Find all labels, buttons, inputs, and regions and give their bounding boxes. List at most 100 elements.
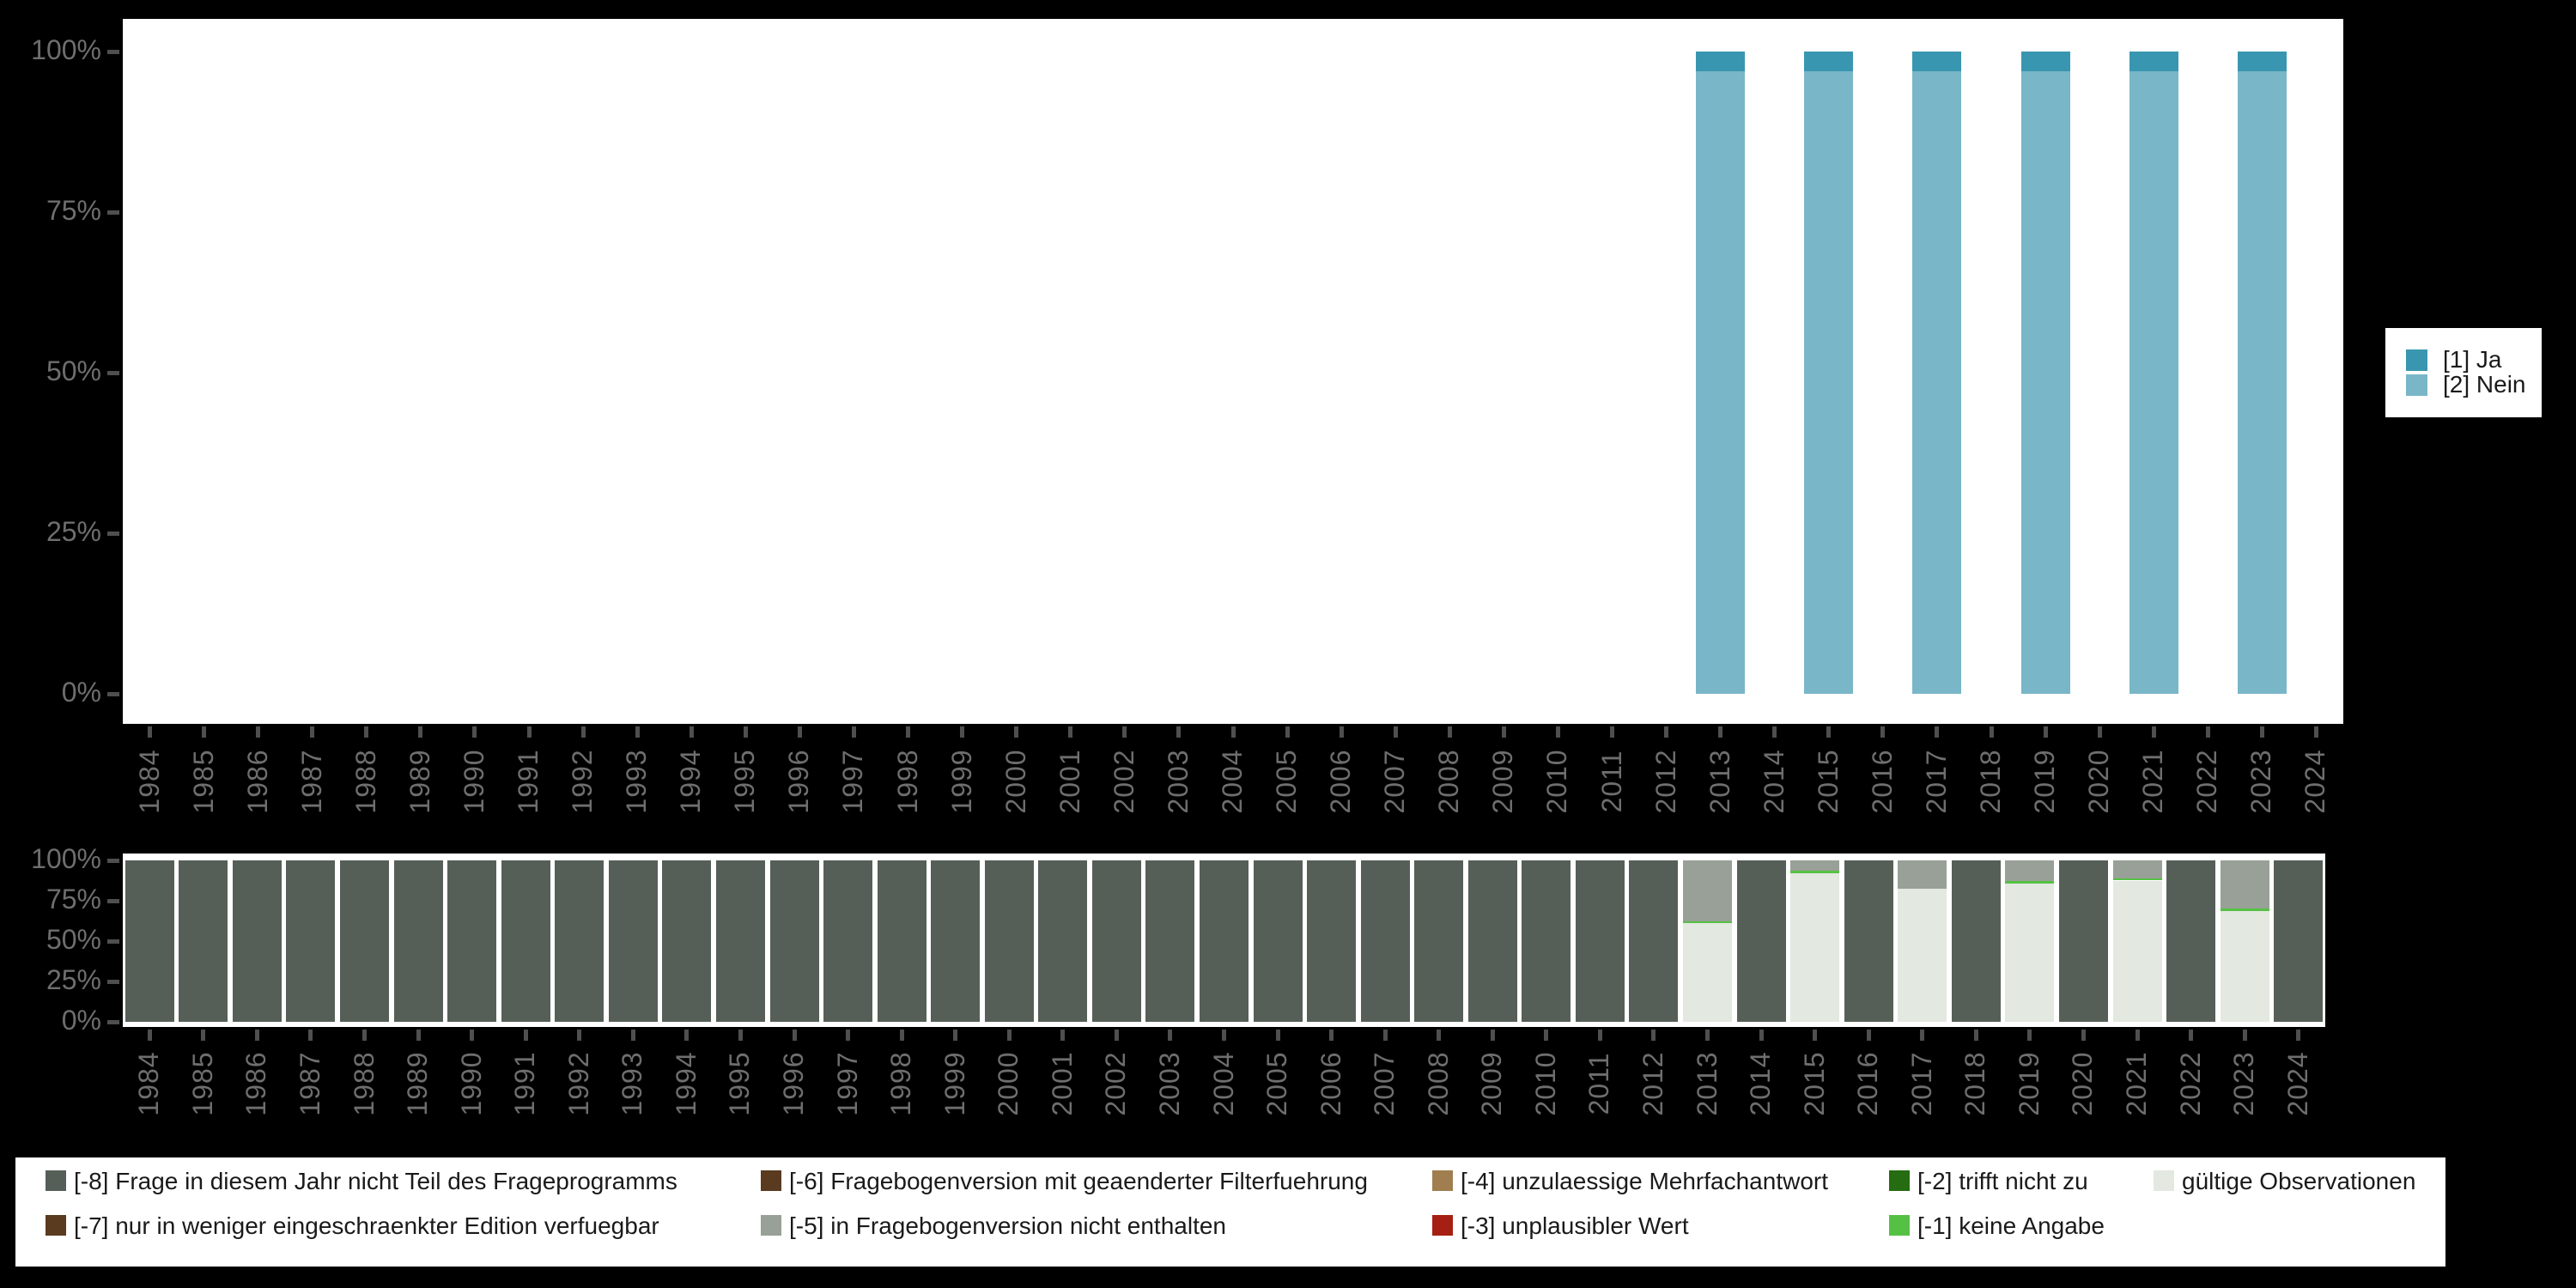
missing-legend-swatch--6-icon — [761, 1170, 781, 1191]
bar-segment-2015--1 — [1790, 871, 1840, 874]
x-tick-mark — [310, 726, 315, 738]
bar-segment-2007--8 — [1360, 860, 1410, 1022]
x-tick-mark — [743, 726, 748, 738]
x-tick-mark — [1501, 726, 1506, 738]
x-tick-mark — [470, 1030, 475, 1041]
bar-segment-2023-ja — [2237, 52, 2287, 72]
bar-segment-1986--8 — [232, 860, 282, 1022]
x-tick-label: 2018 — [1959, 1051, 1991, 1116]
y-tick-label: 100% — [31, 34, 101, 65]
x-tick-mark — [960, 726, 965, 738]
x-tick-mark — [953, 1030, 958, 1041]
y-tick-label: 0% — [61, 1005, 101, 1036]
bar-segment-2017-ja — [1912, 52, 1962, 72]
nein-swatch-icon — [2406, 374, 2427, 396]
x-tick-label: 2005 — [1261, 1051, 1293, 1116]
x-tick-label: 1990 — [455, 1051, 487, 1116]
x-tick-label: 2017 — [1905, 1051, 1937, 1116]
bar-segment-2013--1 — [1683, 920, 1733, 924]
bar-segment-1995--8 — [715, 860, 765, 1022]
x-tick-label: 1997 — [831, 1051, 863, 1116]
x-tick-label: 2023 — [2245, 749, 2277, 814]
bar-segment-2023-valid — [2220, 911, 2269, 1022]
x-tick-mark — [899, 1030, 904, 1041]
bar-segment-1984--8 — [125, 860, 174, 1022]
x-tick-mark — [1664, 726, 1669, 738]
x-tick-mark — [148, 726, 153, 738]
bar-segment-2015-nein — [1804, 71, 1854, 694]
top-chart-panel — [123, 19, 2343, 724]
x-tick-label: 1991 — [513, 749, 544, 814]
x-tick-mark — [630, 1030, 635, 1041]
bar-segment-2019--5 — [2005, 860, 2055, 882]
bar-segment-2005--8 — [1253, 860, 1303, 1022]
x-tick-mark — [1122, 726, 1127, 738]
x-tick-label: 1990 — [458, 749, 489, 814]
missing-legend-label--7: [-7] nur in weniger eingeschraenkter Edi… — [74, 1212, 659, 1239]
bar-segment-2021--1 — [2112, 878, 2162, 881]
x-tick-mark — [1610, 726, 1614, 738]
missing-legend-swatch--1-icon — [1889, 1215, 1910, 1236]
x-tick-label: 2021 — [2137, 749, 2169, 814]
x-tick-mark — [738, 1030, 743, 1041]
x-tick-label: 2012 — [1649, 749, 1681, 814]
x-tick-mark — [147, 1030, 152, 1041]
x-tick-mark — [1718, 726, 1723, 738]
x-tick-mark — [1651, 1030, 1656, 1041]
x-tick-label: 2024 — [2300, 749, 2331, 814]
x-tick-label: 1994 — [670, 1051, 702, 1116]
y-tick-mark — [107, 50, 119, 54]
bar-segment-2019-nein — [2020, 71, 2070, 694]
x-tick-label: 2024 — [2281, 1051, 2313, 1116]
x-tick-mark — [577, 1030, 582, 1041]
bar-segment-1998--8 — [877, 860, 927, 1022]
x-tick-label: 1995 — [724, 1051, 756, 1116]
y-tick-label: 100% — [31, 843, 101, 874]
y-tick-mark — [107, 371, 119, 375]
x-tick-mark — [1382, 1030, 1388, 1041]
missing-legend-label--2: [-2] trifft nicht zu — [1917, 1168, 2088, 1194]
x-tick-label: 2009 — [1487, 749, 1519, 814]
y-tick-label: 50% — [46, 924, 101, 955]
bar-segment-2006--8 — [1307, 860, 1357, 1022]
x-tick-mark — [797, 726, 802, 738]
x-tick-mark — [1555, 726, 1560, 738]
x-tick-label: 2016 — [1866, 749, 1898, 814]
y-tick-mark — [107, 1020, 119, 1024]
x-tick-label: 2003 — [1153, 1051, 1185, 1116]
bar-segment-2016--8 — [1844, 860, 1893, 1022]
bar-segment-2008--8 — [1414, 860, 1464, 1022]
x-tick-label: 1985 — [186, 1051, 218, 1116]
y-tick-mark — [107, 692, 119, 696]
x-tick-mark — [472, 726, 477, 738]
missing-codes-legend: [-8] Frage in diesem Jahr nicht Teil des… — [15, 1157, 2445, 1267]
bar-segment-1985--8 — [179, 860, 228, 1022]
x-tick-label: 2013 — [1691, 1051, 1722, 1116]
x-tick-label: 2011 — [1583, 1052, 1615, 1115]
x-tick-label: 2013 — [1704, 749, 1735, 814]
x-tick-label: 1984 — [133, 1051, 165, 1116]
x-tick-label: 1989 — [404, 749, 435, 814]
x-tick-mark — [1544, 1030, 1549, 1041]
x-tick-mark — [580, 726, 586, 738]
bar-segment-2003--8 — [1145, 860, 1195, 1022]
x-tick-mark — [684, 1030, 690, 1041]
bar-segment-2020--8 — [2058, 860, 2108, 1022]
x-tick-mark — [1973, 1030, 1978, 1041]
bar-segment-2021-nein — [2129, 71, 2178, 694]
bar-segment-2015-valid — [1790, 873, 1840, 1022]
x-tick-label: 1992 — [562, 1051, 594, 1116]
x-tick-mark — [1866, 1030, 1871, 1041]
y-tick-label: 0% — [61, 677, 101, 708]
y-tick-mark — [107, 532, 119, 536]
x-tick-label: 2019 — [2029, 749, 2061, 814]
bar-segment-1988--8 — [340, 860, 390, 1022]
x-tick-mark — [1826, 726, 1832, 738]
x-tick-label: 2000 — [993, 1051, 1024, 1116]
x-tick-label: 1994 — [675, 749, 707, 814]
x-tick-label: 2006 — [1325, 749, 1357, 814]
y-tick-label: 75% — [46, 195, 101, 226]
x-tick-mark — [1230, 726, 1236, 738]
x-tick-mark — [1060, 1030, 1066, 1041]
missing-legend-label--8: [-8] Frage in diesem Jahr nicht Teil des… — [74, 1168, 677, 1194]
